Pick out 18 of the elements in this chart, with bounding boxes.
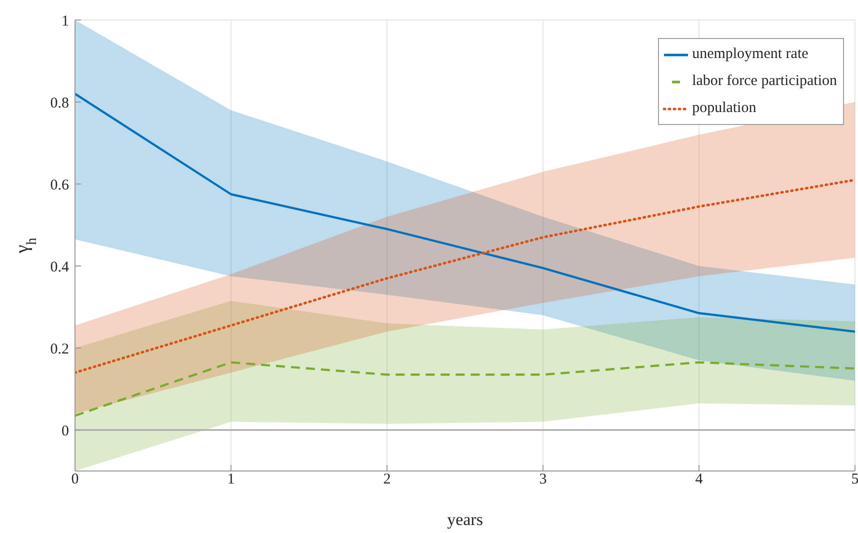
x-tick-label: 1 [227, 472, 235, 488]
legend-label: labor force participation [692, 73, 837, 90]
legend-label: population [692, 100, 756, 117]
line-series [75, 178, 855, 374]
line-series [75, 92, 855, 333]
y-tick-label: 0.6 [50, 177, 70, 194]
x-axis-title: years [447, 510, 483, 529]
x-tick-label: 5 [851, 472, 858, 488]
y-tick-label: 1 [62, 13, 69, 30]
y-tick-label: 0.2 [50, 341, 69, 358]
line-series [75, 361, 855, 417]
y-tick-label: 0 [62, 423, 69, 440]
legend-label: unemployment rate [692, 46, 808, 63]
x-tick-label: 2 [383, 472, 391, 488]
x-tick-label: 4 [695, 472, 704, 488]
y-tick-label: 0.4 [50, 259, 70, 276]
y-tick-label: 0.8 [50, 95, 69, 112]
x-tick-label: 3 [539, 472, 547, 488]
